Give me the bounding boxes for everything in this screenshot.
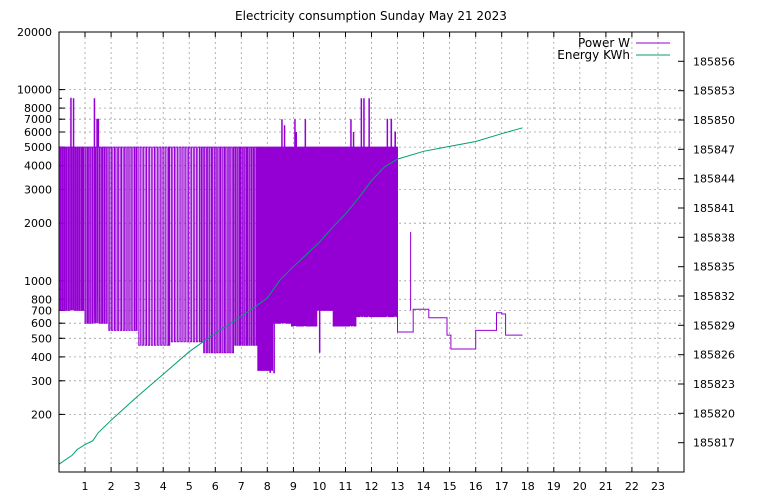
x-tick-label: 18 <box>521 480 535 493</box>
x-tick-label: 4 <box>160 480 167 493</box>
power-w-tail-line <box>397 147 523 350</box>
y-tick-label: 700 <box>31 304 52 317</box>
y-tick-label: 3000 <box>24 184 52 197</box>
y-tick-label: 8000 <box>24 102 52 115</box>
x-tick-label: 8 <box>264 480 271 493</box>
x-tick-label: 13 <box>391 480 405 493</box>
y-tick-label: 200 <box>31 408 52 421</box>
axes: 1 2 3 4 5 6 7 8 9 10 11 12 13 14 15 16 17 18 19 20 21 22 23200… <box>17 26 735 493</box>
x-tick-label: 2 <box>108 480 115 493</box>
y-tick-label: 300 <box>31 375 52 388</box>
y2-tick-label: 185820 <box>693 407 735 420</box>
y2-tick-label: 185835 <box>693 261 735 274</box>
legend: Power W Energy KWh <box>557 36 670 62</box>
y2-tick-label: 185838 <box>693 231 735 244</box>
x-tick-label: 21 <box>599 480 613 493</box>
y-tick-label: 800 <box>31 293 52 306</box>
x-tick-label: 9 <box>290 480 297 493</box>
x-tick-label: 1 <box>82 480 89 493</box>
x-tick-label: 6 <box>212 480 219 493</box>
x-tick-label: 15 <box>443 480 457 493</box>
x-tick-label: 3 <box>134 480 141 493</box>
chart-title: Electricity consumption Sunday May 21 20… <box>235 9 507 23</box>
y-tick-label: 20000 <box>17 26 52 39</box>
y2-tick-label: 185847 <box>693 143 735 156</box>
legend-label-energy: Energy KWh <box>557 48 630 62</box>
y-tick-label: 6000 <box>24 126 52 139</box>
y-tick-label: 4000 <box>24 160 52 173</box>
y2-tick-label: 185832 <box>693 290 735 303</box>
x-tick-label: 17 <box>495 480 509 493</box>
x-tick-label: 23 <box>651 480 665 493</box>
x-tick-label: 10 <box>312 480 326 493</box>
grid-lines <box>59 32 684 472</box>
plot-frame <box>58 31 685 473</box>
y2-tick-label: 185817 <box>693 437 735 450</box>
power-w-line <box>59 97 398 374</box>
y2-tick-label: 185826 <box>693 349 735 362</box>
x-tick-label: 5 <box>186 480 193 493</box>
x-tick-label: 12 <box>365 480 379 493</box>
x-tick-label: 20 <box>573 480 587 493</box>
x-tick-label: 16 <box>469 480 483 493</box>
x-tick-label: 22 <box>625 480 639 493</box>
y2-tick-label: 185856 <box>693 55 735 68</box>
y2-tick-label: 185841 <box>693 202 735 215</box>
y2-tick-label: 185853 <box>693 85 735 98</box>
x-tick-label: 14 <box>417 480 431 493</box>
x-tick-label: 11 <box>339 480 353 493</box>
x-tick-label: 19 <box>547 480 561 493</box>
y-tick-label: 7000 <box>24 113 52 126</box>
y2-tick-label: 185844 <box>693 173 735 186</box>
y-tick-label: 600 <box>31 317 52 330</box>
y-tick-label: 500 <box>31 332 52 345</box>
y-tick-label: 400 <box>31 351 52 364</box>
series-group <box>58 97 523 465</box>
legend-label-power: Power W <box>578 36 630 50</box>
y2-tick-label: 185850 <box>693 114 735 127</box>
y-tick-label: 1000 <box>24 275 52 288</box>
energy-kwh-line <box>58 127 523 465</box>
y2-tick-label: 185829 <box>693 319 735 332</box>
y2-tick-label: 185823 <box>693 378 735 391</box>
y-tick-label: 5000 <box>24 141 52 154</box>
x-tick-label: 7 <box>238 480 245 493</box>
y-tick-label: 10000 <box>17 84 52 97</box>
y-tick-label: 2000 <box>24 217 52 230</box>
